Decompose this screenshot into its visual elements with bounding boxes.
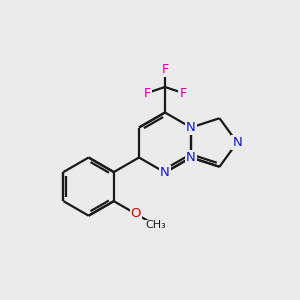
- Text: F: F: [161, 62, 169, 76]
- Text: N: N: [160, 166, 170, 179]
- Text: F: F: [143, 86, 151, 100]
- Text: F: F: [179, 86, 187, 100]
- Text: N: N: [186, 121, 196, 134]
- Text: CH₃: CH₃: [145, 220, 166, 230]
- Text: O: O: [131, 207, 141, 220]
- Text: N: N: [232, 136, 242, 149]
- Text: N: N: [186, 151, 196, 164]
